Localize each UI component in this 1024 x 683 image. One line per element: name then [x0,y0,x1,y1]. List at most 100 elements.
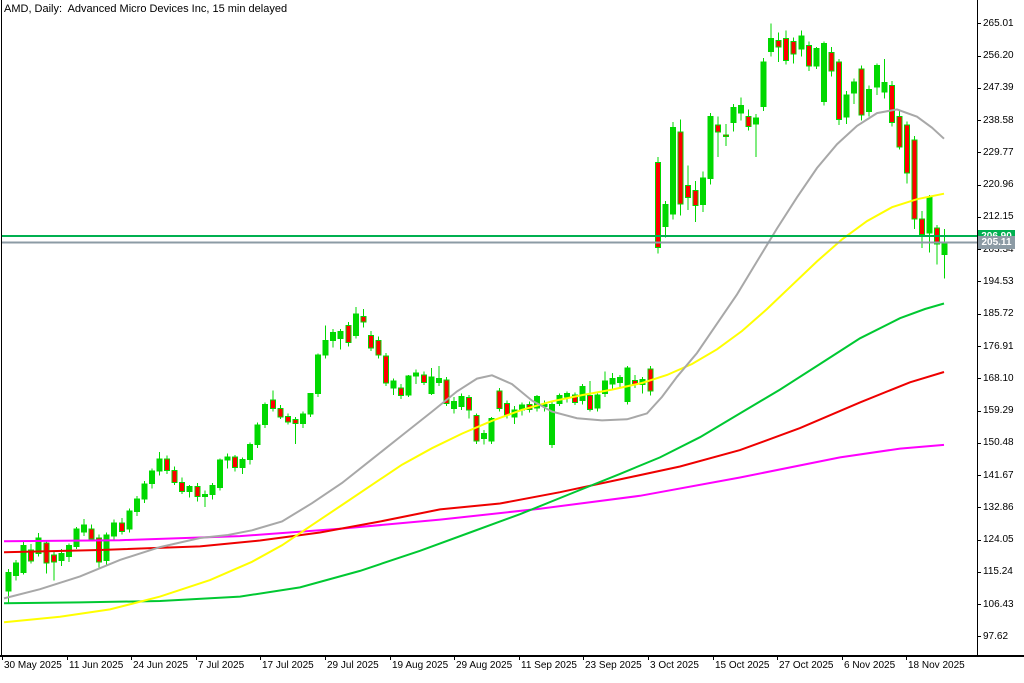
bull-candle [820,43,827,102]
bull-candle [13,562,20,576]
time-axis-label: 3 Oct 2025 [650,660,699,671]
bull-candle [481,433,488,439]
bear-candle [911,139,918,220]
bear-candle [420,374,427,384]
bear-candle [164,458,170,472]
time-axis-tick [390,656,391,660]
time-axis-tick [713,656,714,660]
bull-candle [458,396,465,408]
bull-candle [601,380,608,395]
chart-title: AMD, Daily: Advanced Micro Devices Inc, … [4,3,288,15]
bear-candle [496,390,503,410]
time-axis-tick [583,656,584,660]
bear-candle [345,325,352,344]
price-axis-label: 150.48 [983,437,1014,448]
bull-candle [594,394,601,409]
bear-candle [775,40,782,48]
bull-candle [760,61,767,107]
price-axis-label: 212.15 [983,211,1014,222]
bull-candle [201,493,208,498]
ma-red-line [3,371,945,554]
bull-candle [752,117,759,125]
bull-candle [851,81,858,94]
bear-candle [586,395,593,410]
time-axis-tick [196,656,197,660]
bull-candle [700,177,707,206]
bull-candle [224,456,231,461]
price-axis-tick [977,249,981,250]
price-axis-label: 256.20 [983,50,1014,61]
price-axis-label: 194.53 [983,276,1014,287]
price-axis-label: 176.91 [983,341,1014,352]
bull-candle [926,197,933,234]
price-axis-tick [977,411,981,412]
bear-candle [277,408,284,418]
bull-candle [413,372,420,377]
price-axis-label: 141.67 [983,470,1014,481]
price-axis-tick [977,475,981,476]
price-axis-tick [977,120,981,121]
time-axis-label: 29 Aug 2025 [456,660,513,671]
time-axis-tick [648,656,649,660]
bear-candle [722,134,729,137]
bull-candle [186,486,193,493]
price-axis-label: 185.72 [983,308,1014,319]
bear-candle [790,41,797,55]
time-axis-tick [906,656,907,660]
bull-candle [866,88,873,112]
bull-candle [337,331,344,339]
bull-candle [813,48,820,67]
time-axis-label: 17 Jul 2025 [262,660,314,671]
bear-candle [360,315,367,323]
bull-candle [579,385,586,402]
bull-candle [390,380,397,389]
bear-candle [443,379,450,405]
price-axis-tick [977,88,981,89]
bear-candle [398,387,405,397]
time-axis-label: 24 Jun 2025 [133,660,189,671]
price-axis-label: 124.05 [983,534,1014,545]
bear-candle [858,68,865,116]
bear-candle [715,124,722,133]
time-axis-label: 11 Jun 2025 [69,660,124,671]
bull-candle [156,458,163,472]
price-axis-tick [977,507,981,508]
price-axis-tick [977,443,981,444]
bull-candle [35,537,42,554]
bull-candle [5,571,12,592]
price-axis-label: 238.58 [983,115,1014,126]
bear-candle [88,528,95,540]
price-axis-tick [977,152,981,153]
bull-candle [81,524,87,533]
price-axis-label: 229.77 [983,147,1014,158]
bull-candle [239,459,246,468]
bull-candle [941,242,948,255]
bull-candle [299,413,306,425]
price-axis-label: 265.01 [983,18,1014,29]
bull-candle [768,37,774,53]
bull-candle [549,403,556,446]
bull-candle [881,81,888,93]
bull-candle [564,393,571,398]
bull-candle [20,544,27,573]
bull-candle [330,332,337,342]
ma-green-line [3,302,945,605]
bull-candle [209,485,216,495]
plot-left-border [1,0,2,657]
bull-candle [669,127,676,215]
bear-candle [118,522,125,532]
price-axis-label: 247.39 [983,82,1014,93]
time-axis-tick [325,656,326,660]
time-axis-label: 15 Oct 2025 [715,660,770,671]
price-axis-label: 115.24 [983,566,1013,577]
bear-candle [888,85,895,124]
bear-candle [685,185,691,199]
bull-candle [103,534,110,561]
bear-candle [194,486,201,498]
bear-candle [654,162,661,248]
bear-candle [903,124,910,174]
bull-candle [58,552,65,561]
bear-candle [466,397,473,411]
bull-candle [798,35,805,50]
bull-candle [428,376,435,394]
